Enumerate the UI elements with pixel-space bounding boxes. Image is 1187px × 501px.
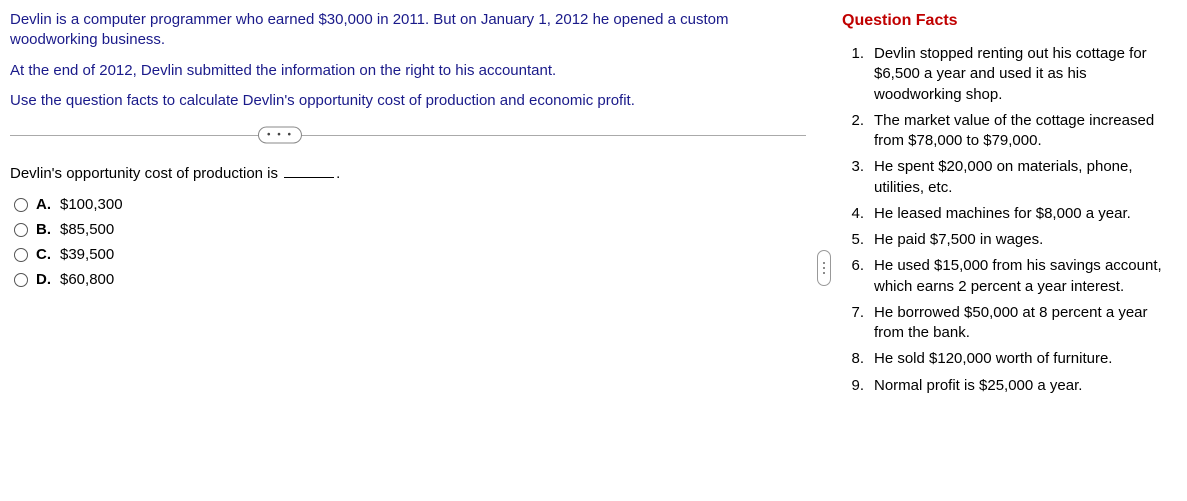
question-paragraph: Use the question facts to calculate Devl… [10, 91, 806, 111]
answer-prompt: Devlin's opportunity cost of production … [10, 165, 806, 182]
facts-title: Question Facts [842, 12, 1169, 30]
fact-number: 3. [842, 157, 864, 177]
fact-text: He sold $120,000 worth of furniture. [874, 349, 1169, 369]
divider-line [10, 135, 806, 136]
fact-number: 7. [842, 303, 864, 323]
answer-blank [284, 177, 334, 178]
radio-icon [14, 223, 28, 237]
fact-number: 6. [842, 256, 864, 276]
fact-number: 2. [842, 111, 864, 131]
fact-item: 4. He leased machines for $8,000 a year. [842, 204, 1169, 224]
option-text: $100,300 [60, 196, 123, 213]
pane-splitter [823, 0, 825, 501]
option-d[interactable]: D. $60,800 [14, 271, 806, 288]
fact-item: 9. Normal profit is $25,000 a year. [842, 376, 1169, 396]
option-text: $60,800 [60, 271, 114, 288]
fact-number: 4. [842, 204, 864, 224]
facts-list: 1. Devlin stopped renting out his cottag… [842, 44, 1169, 396]
section-divider: • • • [10, 123, 806, 147]
splitter-handle[interactable] [817, 250, 831, 286]
fact-text: He borrowed $50,000 at 8 percent a year … [874, 303, 1169, 344]
fact-number: 8. [842, 349, 864, 369]
option-text: $85,500 [60, 221, 114, 238]
fact-text: He leased machines for $8,000 a year. [874, 204, 1169, 224]
fact-number: 5. [842, 230, 864, 250]
fact-number: 9. [842, 376, 864, 396]
fact-text: The market value of the cottage increase… [874, 111, 1169, 152]
question-pane: Devlin is a computer programmer who earn… [0, 0, 824, 501]
prompt-text: Devlin's opportunity cost of production … [10, 165, 282, 182]
option-letter: C. [36, 246, 54, 263]
fact-item: 1. Devlin stopped renting out his cottag… [842, 44, 1169, 105]
grip-dot-icon [823, 262, 825, 264]
fact-item: 7. He borrowed $50,000 at 8 percent a ye… [842, 303, 1169, 344]
option-letter: D. [36, 271, 54, 288]
main-container: Devlin is a computer programmer who earn… [0, 0, 1187, 501]
facts-pane: Question Facts 1. Devlin stopped renting… [824, 0, 1187, 501]
answer-options: A. $100,300 B. $85,500 C. $39,500 D. $60… [10, 196, 806, 288]
prompt-suffix: . [336, 165, 340, 182]
fact-item: 5. He paid $7,500 in wages. [842, 230, 1169, 250]
grip-dot-icon [823, 267, 825, 269]
fact-text: Devlin stopped renting out his cottage f… [874, 44, 1169, 105]
option-a[interactable]: A. $100,300 [14, 196, 806, 213]
option-text: $39,500 [60, 246, 114, 263]
question-paragraph: Devlin is a computer programmer who earn… [10, 10, 806, 51]
option-c[interactable]: C. $39,500 [14, 246, 806, 263]
question-paragraph: At the end of 2012, Devlin submitted the… [10, 61, 806, 81]
fact-text: He used $15,000 from his savings account… [874, 256, 1169, 297]
option-b[interactable]: B. $85,500 [14, 221, 806, 238]
fact-text: He paid $7,500 in wages. [874, 230, 1169, 250]
fact-item: 3. He spent $20,000 on materials, phone,… [842, 157, 1169, 198]
fact-text: Normal profit is $25,000 a year. [874, 376, 1169, 396]
option-letter: A. [36, 196, 54, 213]
fact-item: 2. The market value of the cottage incre… [842, 111, 1169, 152]
fact-text: He spent $20,000 on materials, phone, ut… [874, 157, 1169, 198]
fact-item: 8. He sold $120,000 worth of furniture. [842, 349, 1169, 369]
expand-collapse-button[interactable]: • • • [258, 127, 302, 144]
radio-icon [14, 273, 28, 287]
grip-dot-icon [823, 272, 825, 274]
radio-icon [14, 198, 28, 212]
radio-icon [14, 248, 28, 262]
fact-number: 1. [842, 44, 864, 64]
option-letter: B. [36, 221, 54, 238]
fact-item: 6. He used $15,000 from his savings acco… [842, 256, 1169, 297]
